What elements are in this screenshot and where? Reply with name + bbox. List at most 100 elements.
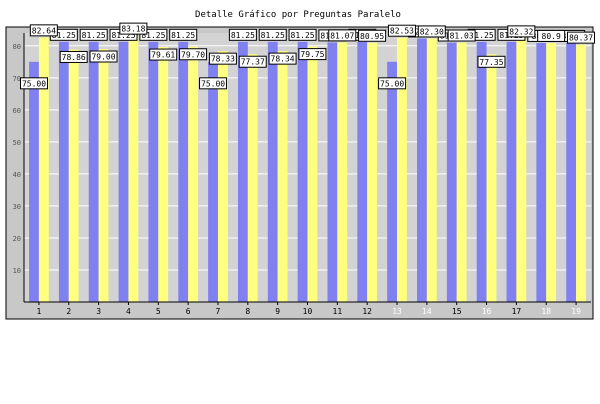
bar-s1-6 — [178, 41, 189, 302]
value-label-s2-14: 82.30 — [420, 27, 444, 36]
bar-s2-10 — [307, 46, 318, 302]
value-label-s2-5: 79.61 — [151, 51, 175, 60]
value-label-s2-6: 79.70 — [181, 50, 205, 59]
value-label-box-s2-5 — [149, 48, 178, 61]
value-label-box-s1-7 — [199, 77, 228, 90]
value-label-box-s1-1 — [19, 77, 48, 90]
bar-s2-2 — [68, 49, 79, 303]
x-tick-label: 1 — [37, 307, 42, 316]
bar-s2-15 — [456, 42, 467, 302]
x-tick-label: 12 — [362, 307, 372, 316]
x-tick-label: 19 — [571, 307, 581, 316]
value-label-box-s2-7 — [208, 52, 237, 65]
value-label-box-s2-10 — [298, 48, 327, 61]
bar-s2-9 — [277, 51, 288, 303]
value-label-s1-4: 81.25 — [111, 31, 135, 40]
bar-s2-19 — [576, 44, 586, 303]
bar-s1-15 — [446, 42, 457, 302]
x-tick-label: 2 — [66, 307, 71, 316]
bar-s2-5 — [158, 47, 169, 302]
value-label-box-s2-2 — [59, 50, 88, 63]
bar-s2-12 — [367, 42, 378, 302]
chart-title: Detalle Gráfico por Preguntas Paralelo — [195, 10, 401, 20]
x-tick-label: 15 — [452, 307, 462, 316]
value-label-s2-4: 83.18 — [121, 25, 145, 34]
bar-s1-19 — [566, 42, 577, 303]
value-label-s2-10: 79.75 — [300, 50, 324, 59]
value-label-box-s2-1 — [29, 24, 58, 37]
bar-s1-13 — [387, 61, 398, 303]
y-tick-label: 40 — [13, 171, 21, 179]
bar-s1-8 — [237, 41, 248, 302]
bar-s1-12 — [357, 41, 368, 302]
value-label-s2-17: 82.32 — [509, 27, 533, 36]
y-tick-label: 10 — [13, 267, 21, 275]
bar-s1-9 — [267, 41, 278, 302]
value-label-box-s1-5 — [139, 28, 168, 41]
x-tick-label: 3 — [96, 307, 101, 316]
value-label-box-s1-9 — [258, 28, 287, 41]
value-label-box-s2-9 — [268, 52, 297, 65]
bar-s2-17 — [516, 38, 527, 302]
value-label-box-s2-15 — [447, 29, 476, 42]
bar-s1-7 — [208, 61, 218, 303]
bar-s2-16 — [486, 54, 497, 302]
x-tick-label: 11 — [333, 307, 343, 316]
value-label-box-s2-14 — [417, 25, 446, 38]
y-tick-label: 60 — [13, 107, 21, 115]
y-tick-label: 80 — [13, 43, 21, 51]
value-label-box-s1-3 — [79, 28, 108, 41]
value-label-box-s1-6 — [169, 28, 198, 41]
value-label-box-s2-4 — [119, 22, 148, 35]
bar-s2-1 — [38, 37, 49, 303]
value-label-box-s2-11 — [328, 29, 357, 42]
bar-s1-10 — [297, 41, 308, 302]
bar-s1-2 — [58, 41, 69, 302]
value-label-s1-3: 81.25 — [82, 31, 106, 40]
bar-s1-11 — [327, 42, 338, 303]
bar-s2-7 — [217, 51, 228, 302]
y-tick-label: 50 — [13, 139, 21, 147]
value-label-box-s2-8 — [238, 55, 267, 68]
value-label-s1-13: 75.00 — [380, 79, 404, 88]
value-label-s1-9: 81.25 — [261, 31, 285, 40]
value-label-s1-7: 75.00 — [201, 79, 225, 88]
value-label-s1-8: 81.25 — [231, 31, 255, 40]
value-label-box-s1-8 — [228, 28, 257, 41]
x-tick-label: 16 — [482, 307, 492, 316]
value-label-box-s2-13 — [387, 24, 416, 37]
bar-s1-1 — [29, 61, 39, 303]
value-label-box-s2-17 — [507, 25, 536, 38]
value-label-box-s1-10 — [288, 28, 317, 41]
bar-s2-11 — [337, 42, 348, 303]
y-tick-label: 30 — [13, 203, 21, 211]
value-label-box-s2-16 — [477, 55, 506, 68]
x-tick-label: 8 — [245, 307, 250, 316]
value-label-s2-12: 80.95 — [360, 32, 384, 41]
value-label-box-s2-12 — [358, 29, 387, 42]
value-label-s2-11: 81.07 — [330, 31, 354, 40]
value-label-box-s1-13 — [378, 77, 407, 90]
bar-s2-6 — [188, 46, 198, 303]
y-tick-label: 70 — [13, 75, 21, 83]
value-label-s2-19: 80.37 — [569, 34, 593, 43]
bar-s1-4 — [118, 41, 129, 302]
value-label-s1-5: 81.25 — [141, 31, 165, 40]
bar-s2-14 — [426, 38, 437, 303]
bar-s2-4 — [128, 35, 139, 303]
y-tick-label: 20 — [13, 235, 21, 243]
value-label-s2-9: 78.34 — [271, 55, 295, 64]
x-tick-label: 4 — [126, 307, 131, 316]
bar-s1-5 — [148, 41, 159, 302]
value-label-box-s2-19 — [567, 31, 596, 44]
value-label-s2-18: 80.9 — [542, 32, 561, 41]
bar-s1-16 — [476, 41, 487, 302]
x-tick-label: 13 — [392, 307, 402, 316]
bar-s2-13 — [397, 37, 407, 303]
x-tick-label: 10 — [303, 307, 313, 316]
value-label-s2-7: 78.33 — [211, 55, 235, 64]
bar-s1-18 — [536, 42, 547, 303]
x-tick-label: 18 — [541, 307, 551, 316]
